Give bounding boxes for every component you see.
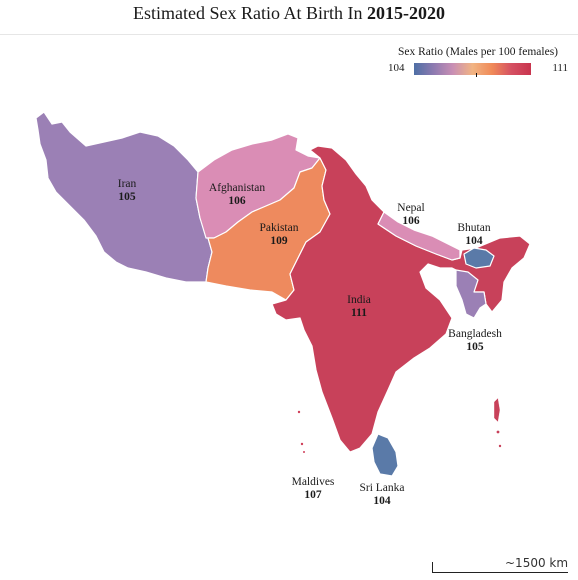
country-value: 104 (373, 495, 391, 507)
nicobar-island (498, 444, 502, 448)
country-value: 109 (270, 235, 288, 247)
country-value: 104 (465, 235, 483, 247)
country-name: Bhutan (457, 222, 491, 234)
legend-gradient-bar (414, 63, 531, 75)
country-value: 106 (402, 215, 420, 227)
color-legend: Sex Ratio (Males per 100 females) 104 11… (388, 46, 568, 77)
label-bangladesh: Bangladesh 105 (430, 328, 520, 354)
country-name: Sri Lanka (359, 482, 405, 494)
label-srilanka: Sri Lanka 104 (337, 482, 427, 508)
legend-max-label: 111 (552, 62, 568, 74)
label-iran: Iran 105 (82, 178, 172, 204)
country-value: 107 (304, 489, 322, 501)
label-nepal: Nepal 106 (366, 202, 456, 228)
label-pakistan: Pakistan 109 (234, 222, 324, 248)
maldives-island[interactable] (300, 442, 304, 446)
legend-title: Sex Ratio (Males per 100 females) (398, 46, 558, 58)
country-name: Bangladesh (448, 328, 502, 340)
maldives-island[interactable] (297, 410, 301, 414)
country-name: Pakistan (259, 222, 299, 234)
legend-tick (476, 73, 477, 77)
maldives-island[interactable] (303, 451, 305, 453)
title-prefix: Estimated Sex Ratio At Birth In (133, 3, 367, 23)
map-title: Estimated Sex Ratio At Birth In 2015-202… (0, 0, 578, 35)
country-name: Afghanistan (208, 182, 266, 194)
andaman-islands (493, 397, 501, 423)
label-bhutan: Bhutan 104 (429, 222, 519, 248)
country-value: 105 (466, 341, 484, 353)
label-india: India 111 (314, 294, 404, 320)
nicobar-island (496, 430, 500, 434)
country-name: Iran (117, 178, 137, 190)
country-name: India (347, 294, 371, 306)
title-period: 2015-2020 (366, 3, 445, 23)
country-name: Nepal (397, 202, 425, 214)
country-srilanka[interactable] (371, 433, 399, 477)
country-value: 111 (351, 307, 367, 319)
country-name: Maldives (291, 476, 335, 488)
scale-bar (432, 562, 568, 573)
label-afghanistan: Afghanistan 106 (192, 182, 282, 208)
country-value: 106 (228, 195, 246, 207)
legend-min-label: 104 (388, 62, 405, 74)
country-value: 105 (118, 191, 136, 203)
country-nepal[interactable] (377, 211, 461, 261)
scale-bar-label: ~1500 km (505, 556, 569, 570)
country-bangladesh[interactable] (455, 269, 487, 319)
label-maldives: Maldives 107 (268, 476, 358, 502)
country-bhutan[interactable] (463, 247, 495, 269)
